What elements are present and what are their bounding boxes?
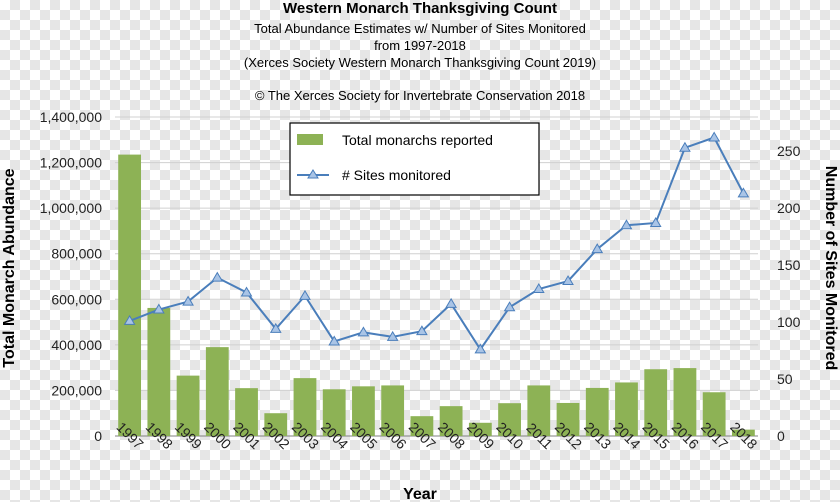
y2-tick-label: 100 (777, 314, 801, 330)
bar (527, 385, 551, 436)
y2-axis-title: Number of Sites Monitored (822, 166, 839, 370)
bar (498, 403, 521, 436)
legend-line-label: # Sites monitored (342, 167, 451, 183)
chart-titles: Western Monarch Thanksgiving Count Total… (244, 0, 596, 103)
bar (731, 429, 755, 436)
bar (381, 385, 405, 436)
left-axis-ticks: 0 200,000 400,000 600,000 800,000 1,000,000 1,… (40, 109, 103, 444)
line-point (532, 283, 545, 294)
bar (322, 389, 346, 436)
bar (615, 382, 638, 436)
bar (118, 154, 142, 436)
bar (702, 392, 726, 436)
legend-bar-label: Total monarchs reported (342, 132, 493, 148)
bar (352, 386, 375, 436)
line-point (152, 303, 165, 314)
line-point (474, 343, 487, 354)
line-point (649, 216, 662, 227)
line-point (562, 275, 574, 286)
x-axis-title: Year (403, 486, 437, 502)
bar (235, 388, 258, 436)
chart-title: Western Monarch Thanksgiving Count (283, 0, 557, 17)
right-axis-ticks: 0 50 100 150 200 250 (777, 143, 801, 444)
y2-tick-label: 250 (777, 143, 801, 159)
line-point (269, 322, 282, 333)
bar (439, 406, 463, 436)
bar (410, 416, 434, 436)
y-tick-label: 800,000 (51, 246, 102, 262)
bar (673, 368, 697, 436)
chart-subtitle-1: Total Abundance Estimates w/ Number of S… (254, 21, 586, 36)
bar (176, 375, 200, 436)
y2-tick-label: 50 (777, 371, 793, 387)
line-point (591, 243, 604, 254)
bar (468, 422, 492, 436)
line-point (386, 330, 399, 341)
bar (293, 378, 317, 436)
chart-subtitle-2: from 1997-2018 (374, 38, 466, 53)
line-point (240, 286, 253, 297)
line-point (445, 297, 457, 308)
line-point (737, 187, 750, 198)
y-tick-label: 600,000 (51, 291, 102, 307)
bar (147, 307, 171, 436)
legend-box (289, 122, 540, 196)
y-tick-label: 1,400,000 (40, 109, 102, 125)
y2-tick-label: 0 (777, 428, 785, 444)
y2-tick-label: 200 (777, 200, 801, 216)
line-point (328, 335, 341, 346)
line-point (416, 325, 428, 336)
y-tick-label: 200,000 (51, 382, 102, 398)
line-point (299, 289, 311, 300)
legend-bar-swatch (297, 134, 323, 145)
y2-tick-label: 150 (777, 257, 801, 273)
bar (556, 402, 580, 436)
bar (585, 387, 609, 436)
bar (205, 347, 229, 436)
legend-line-marker (307, 169, 319, 179)
y-tick-label: 1,000,000 (40, 200, 102, 216)
y-axis-title: Total Monarch Abundance (1, 168, 18, 367)
copyright-note: © The Xerces Society for Invertebrate Co… (255, 88, 585, 103)
line-point (620, 219, 633, 230)
line-point (182, 295, 194, 306)
y-tick-label: 1,200,000 (40, 155, 102, 171)
y-tick-label: 0 (94, 428, 102, 444)
sites-line (129, 136, 745, 352)
line-series (123, 131, 750, 354)
line-point (211, 271, 224, 282)
line-point (679, 141, 691, 152)
bar (264, 413, 288, 436)
line-point (708, 131, 721, 142)
y-tick-label: 400,000 (51, 337, 102, 353)
legend: Total monarchs reported # Sites monitore… (289, 122, 540, 196)
bar (644, 369, 668, 436)
bar-series (118, 154, 755, 436)
line-point (357, 326, 370, 337)
chart-subtitle-3: (Xerces Society Western Monarch Thanksgi… (244, 55, 596, 70)
line-point (123, 314, 136, 325)
line-point (503, 301, 516, 312)
